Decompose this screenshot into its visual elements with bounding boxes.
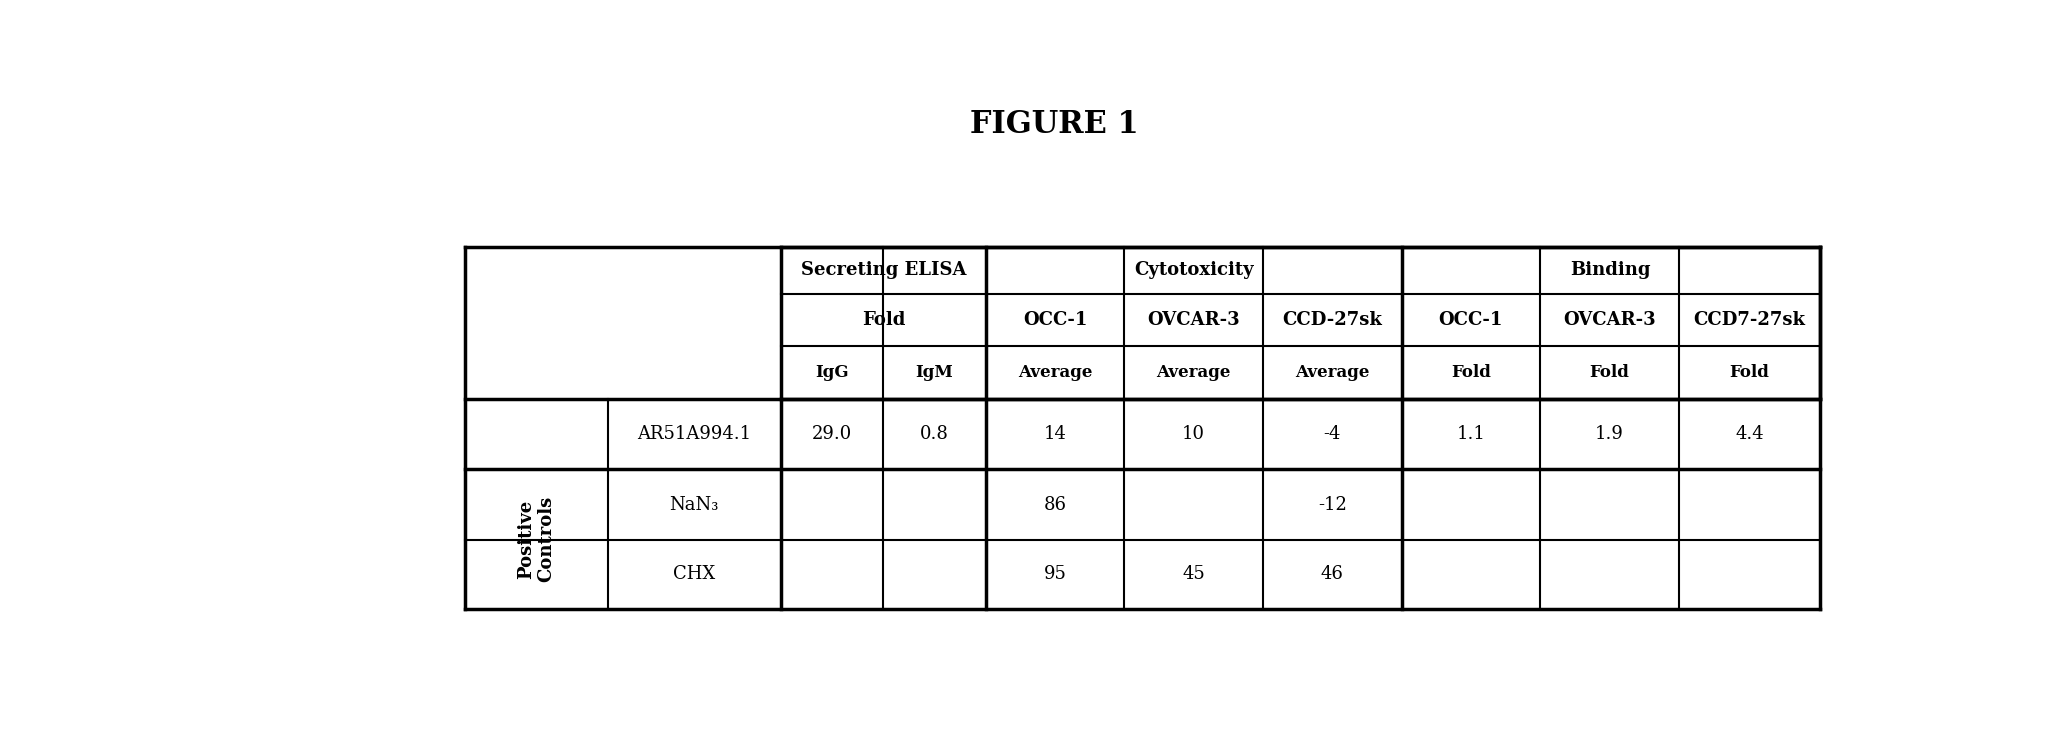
Text: 46: 46 xyxy=(1321,565,1344,584)
Text: OCC-1: OCC-1 xyxy=(1439,311,1502,329)
Text: FIGURE 1: FIGURE 1 xyxy=(971,110,1138,140)
Text: 4.4: 4.4 xyxy=(1735,425,1764,443)
Text: 29.0: 29.0 xyxy=(813,425,852,443)
Text: Average: Average xyxy=(1019,364,1093,381)
Text: OCC-1: OCC-1 xyxy=(1023,311,1087,329)
Text: 45: 45 xyxy=(1181,565,1206,584)
Text: NaN₃: NaN₃ xyxy=(669,495,718,514)
Text: 0.8: 0.8 xyxy=(920,425,949,443)
Text: Binding: Binding xyxy=(1570,261,1651,279)
Text: CCD-27sk: CCD-27sk xyxy=(1282,311,1383,329)
Text: 10: 10 xyxy=(1181,425,1206,443)
Text: 1.9: 1.9 xyxy=(1595,425,1624,443)
Text: CHX: CHX xyxy=(673,565,716,584)
Text: OVCAR-3: OVCAR-3 xyxy=(1148,311,1241,329)
Text: OVCAR-3: OVCAR-3 xyxy=(1564,311,1657,329)
Text: IgG: IgG xyxy=(815,364,850,381)
Text: Positive
Controls: Positive Controls xyxy=(517,496,556,582)
Text: Secreting ELISA: Secreting ELISA xyxy=(801,261,965,279)
Text: 95: 95 xyxy=(1043,565,1066,584)
Text: 86: 86 xyxy=(1043,495,1066,514)
Text: Fold: Fold xyxy=(862,311,906,329)
Text: Average: Average xyxy=(1157,364,1231,381)
Text: AR51A994.1: AR51A994.1 xyxy=(638,425,751,443)
Text: -4: -4 xyxy=(1323,425,1342,443)
Text: 1.1: 1.1 xyxy=(1457,425,1486,443)
Text: CCD7-27sk: CCD7-27sk xyxy=(1694,311,1805,329)
Text: Average: Average xyxy=(1294,364,1369,381)
Text: Cytotoxicity: Cytotoxicity xyxy=(1134,261,1253,279)
Text: Fold: Fold xyxy=(1589,364,1630,381)
Text: Fold: Fold xyxy=(1451,364,1490,381)
Text: IgM: IgM xyxy=(916,364,953,381)
Text: Fold: Fold xyxy=(1729,364,1770,381)
Text: 14: 14 xyxy=(1043,425,1066,443)
Text: -12: -12 xyxy=(1317,495,1346,514)
